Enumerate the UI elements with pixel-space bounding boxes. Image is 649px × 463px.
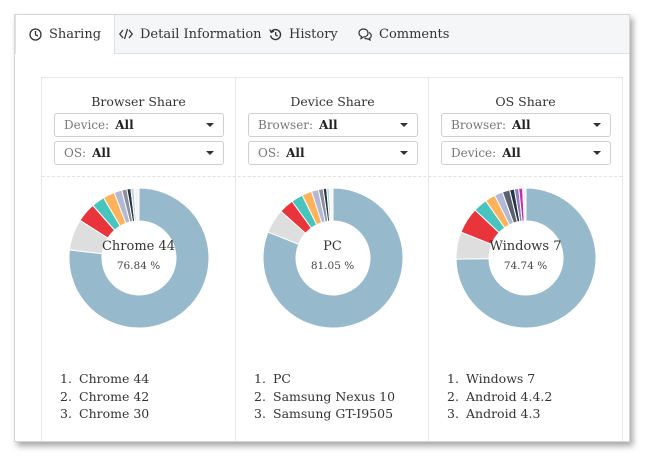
tab-comments[interactable]: Comments [358, 15, 449, 53]
share-charts: Browser Share Device: All OS: All Chrome… [41, 77, 623, 441]
os-filter-select[interactable]: OS: All [248, 141, 418, 165]
history-icon [269, 28, 282, 41]
sharing-panel: Sharing Detail Information History Comme… [14, 14, 630, 442]
donut-slice[interactable] [522, 187, 527, 222]
tab-history[interactable]: History [269, 15, 338, 53]
donut-slice[interactable] [133, 187, 140, 222]
filter-value: All [92, 146, 111, 160]
browser-filter-select[interactable]: Browser: All [248, 113, 418, 137]
list-item: 3. Chrome 30 [60, 406, 150, 421]
donut-slice[interactable] [328, 187, 334, 222]
list-item: 3. Android 4.3 [447, 406, 541, 421]
chevron-down-icon [400, 123, 408, 127]
filter-value: All [512, 118, 531, 132]
chevron-down-icon [206, 151, 214, 155]
chevron-down-icon [400, 151, 408, 155]
tab-label: History [289, 26, 338, 42]
filter-value: All [319, 118, 338, 132]
list-item: 1. PC [254, 371, 291, 386]
tab-label: Detail Information [140, 26, 262, 42]
os-filter-select[interactable]: OS: All [54, 141, 224, 165]
filter-value: All [115, 118, 134, 132]
device-share-donut [262, 187, 404, 329]
donut-center-percent: 74.74 % [503, 260, 548, 272]
device-filter-select[interactable]: Device: All [441, 141, 611, 165]
filter-label: OS: [64, 146, 87, 160]
clock-icon [29, 28, 42, 41]
list-item: 2. Android 4.4.2 [447, 388, 553, 404]
browser-share-donut [68, 187, 210, 329]
donut-center-percent: 81.05 % [310, 260, 355, 272]
filter-label: Device: [64, 118, 110, 132]
list-item: 2. Samsung Nexus 10 [254, 388, 396, 404]
os-share-panel: OS Share Browser: All Device: All Window… [428, 78, 622, 441]
list-item: 3. Samsung GT-I9505 [254, 406, 394, 421]
donut-slice[interactable] [262, 187, 404, 329]
donut-center-percent: 76.84 % [116, 260, 161, 272]
browser-filter-select[interactable]: Browser: All [441, 113, 611, 137]
browser-share-panel: Browser Share Device: All OS: All Chrome… [42, 78, 235, 441]
filter-label: OS: [258, 146, 281, 160]
list-item: 1. Chrome 44 [60, 371, 150, 386]
filter-label: Device: [451, 146, 497, 160]
tab-bar: Sharing Detail Information History Comme… [15, 15, 629, 54]
donut-center-name: Windows 7 [489, 239, 562, 254]
chevron-down-icon [593, 151, 601, 155]
tab-label: Comments [379, 26, 450, 42]
filter-value: All [286, 146, 305, 160]
filter-label: Browser: [451, 118, 507, 132]
filter-label: Browser: [258, 118, 314, 132]
os-share-donut [455, 187, 597, 329]
top-list: 1. PC 2. Samsung Nexus 10 3. Samsung GT-I95… [254, 371, 395, 424]
code-icon [119, 28, 133, 40]
tab-sharing[interactable]: Sharing [15, 15, 115, 54]
donut-slice[interactable] [455, 187, 597, 329]
panel-title: OS Share [495, 94, 556, 109]
divider [42, 176, 622, 177]
filter-value: All [502, 146, 521, 160]
top-list: 1. Windows 7 2. Android 4.4.2 3. Android 4.… [447, 371, 552, 424]
panel-title: Device Share [290, 94, 375, 109]
list-item: 1. Windows 7 [447, 371, 536, 386]
donut-slice[interactable] [68, 187, 210, 329]
list-item: 2. Chrome 42 [60, 388, 150, 404]
tab-label: Sharing [48, 27, 102, 42]
device-share-panel: Device Share Browser: All OS: All PC 81.… [235, 78, 429, 441]
panel-title: Browser Share [91, 94, 186, 109]
comments-icon [358, 27, 372, 41]
tab-detail-information[interactable]: Detail Information [119, 15, 262, 53]
chevron-down-icon [206, 123, 214, 127]
top-list: 1. Chrome 44 2. Chrome 42 3. Chrome 30 [60, 371, 149, 424]
donut-center-name: Chrome 44 [101, 239, 176, 254]
chevron-down-icon [593, 123, 601, 127]
device-filter-select[interactable]: Device: All [54, 113, 224, 137]
donut-center-name: PC [323, 239, 342, 254]
